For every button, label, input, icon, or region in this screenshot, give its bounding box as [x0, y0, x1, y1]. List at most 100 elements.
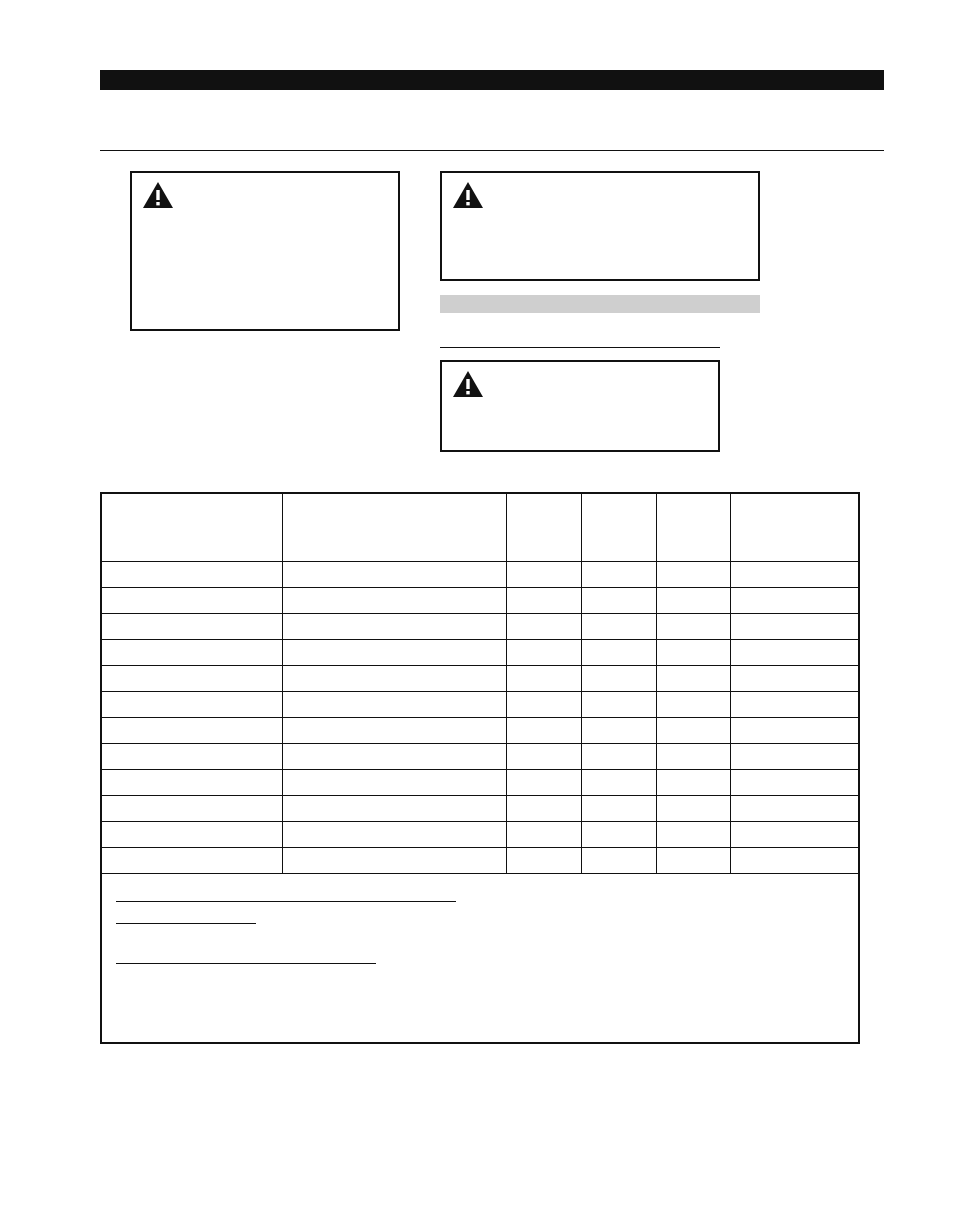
- cell: [282, 743, 506, 769]
- cell: [731, 821, 859, 847]
- table-row: [101, 769, 859, 795]
- cell: [581, 795, 656, 821]
- cell: [656, 587, 731, 613]
- cell: [282, 821, 506, 847]
- cell: [507, 743, 582, 769]
- table-row: [101, 847, 859, 873]
- alert-triangle-icon: [452, 181, 484, 214]
- cell: [101, 665, 282, 691]
- cell: [581, 561, 656, 587]
- footer-rule-mid: [116, 952, 376, 964]
- cell: [581, 717, 656, 743]
- cell: [282, 613, 506, 639]
- cell: [731, 665, 859, 691]
- cell: [581, 847, 656, 873]
- cell: [101, 821, 282, 847]
- cell: [507, 613, 582, 639]
- cell: [656, 769, 731, 795]
- table-row: [101, 665, 859, 691]
- table-header-b: [282, 493, 506, 561]
- cell: [656, 613, 731, 639]
- cell: [581, 665, 656, 691]
- table-footer-row: [101, 873, 859, 1043]
- footer-rule-short: [116, 912, 256, 924]
- cell: [581, 769, 656, 795]
- cell: [101, 613, 282, 639]
- cell: [282, 639, 506, 665]
- cell: [731, 717, 859, 743]
- cell: [581, 587, 656, 613]
- right-column: [440, 171, 760, 452]
- cell: [656, 821, 731, 847]
- cell: [656, 717, 731, 743]
- cell: [282, 717, 506, 743]
- cell: [731, 691, 859, 717]
- cell: [507, 795, 582, 821]
- table-row: [101, 587, 859, 613]
- cell: [581, 639, 656, 665]
- cell: [581, 743, 656, 769]
- grey-strip: [440, 295, 760, 313]
- cell: [282, 795, 506, 821]
- cell: [731, 795, 859, 821]
- alert-triangle-icon: [142, 181, 174, 214]
- cell: [282, 691, 506, 717]
- cell: [507, 639, 582, 665]
- cell: [581, 613, 656, 639]
- table-row: [101, 743, 859, 769]
- cell: [731, 769, 859, 795]
- cell: [282, 769, 506, 795]
- cell: [507, 821, 582, 847]
- left-column: [100, 171, 400, 331]
- cell: [101, 561, 282, 587]
- cell: [656, 691, 731, 717]
- warning-row: [100, 171, 884, 452]
- cell: [101, 717, 282, 743]
- table-wrapper: [100, 492, 884, 1044]
- cell: [656, 743, 731, 769]
- cell: [581, 691, 656, 717]
- table-row: [101, 821, 859, 847]
- alert-triangle-icon: [452, 370, 484, 403]
- cell: [731, 613, 859, 639]
- table-header-row: [101, 493, 859, 561]
- cell: [101, 769, 282, 795]
- cell: [581, 821, 656, 847]
- table-header-d: [581, 493, 656, 561]
- cell: [101, 847, 282, 873]
- right-short-rule: [440, 347, 720, 348]
- cell: [101, 587, 282, 613]
- cell: [507, 587, 582, 613]
- table-header-e: [656, 493, 731, 561]
- header-black-bar: [100, 70, 884, 90]
- cell: [507, 769, 582, 795]
- cell: [282, 665, 506, 691]
- table-row: [101, 561, 859, 587]
- table-row: [101, 691, 859, 717]
- cell: [656, 639, 731, 665]
- cell: [282, 847, 506, 873]
- footer-rule-long: [116, 890, 456, 902]
- cell: [507, 717, 582, 743]
- table-row: [101, 613, 859, 639]
- cell: [101, 743, 282, 769]
- cell: [731, 847, 859, 873]
- warning-box-right-bottom: [440, 360, 720, 452]
- warning-box-left: [130, 171, 400, 331]
- cell: [507, 665, 582, 691]
- cell: [101, 639, 282, 665]
- cell: [656, 795, 731, 821]
- cell: [282, 587, 506, 613]
- cell: [656, 561, 731, 587]
- cell: [731, 639, 859, 665]
- data-table: [100, 492, 860, 1044]
- cell: [656, 665, 731, 691]
- cell: [101, 795, 282, 821]
- warning-box-right-top: [440, 171, 760, 281]
- table-row: [101, 639, 859, 665]
- table-body: [101, 561, 859, 1043]
- table-footer-cell: [101, 873, 859, 1043]
- cell: [507, 561, 582, 587]
- cell: [731, 561, 859, 587]
- table-header-c: [507, 493, 582, 561]
